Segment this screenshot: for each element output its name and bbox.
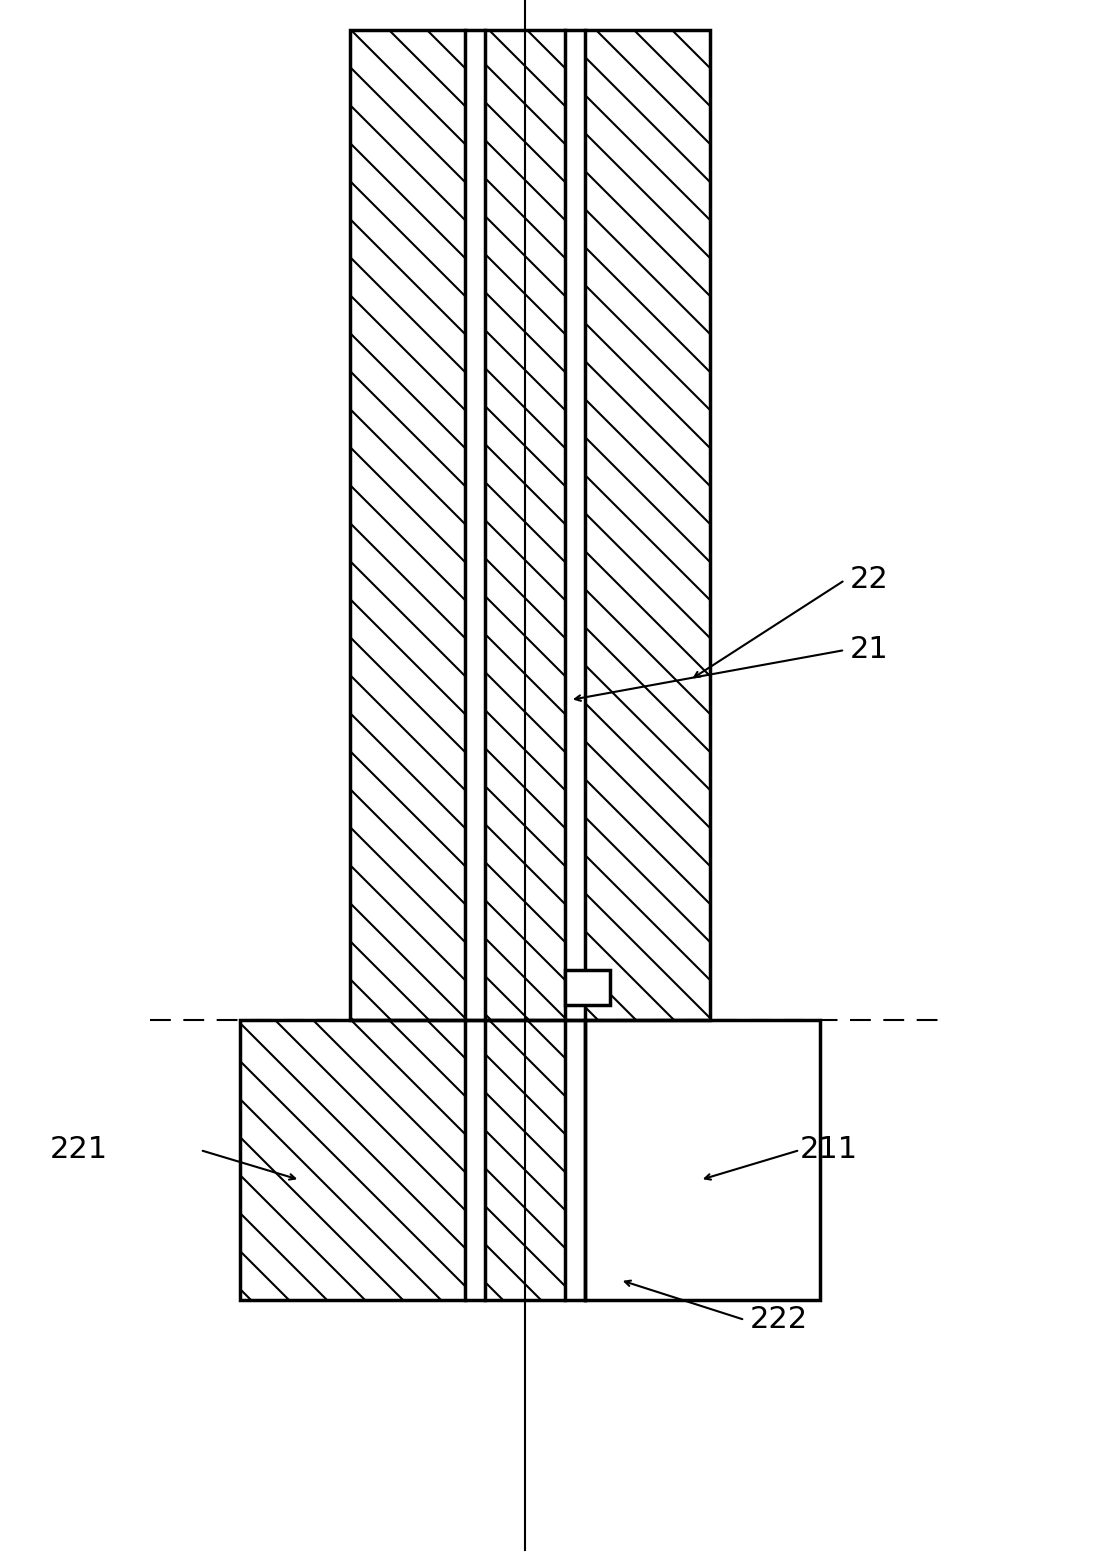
Bar	[565, 30, 585, 1021]
Bar	[240, 1021, 465, 1300]
Bar	[240, 1021, 820, 1300]
Bar	[485, 30, 565, 1021]
Text: 221: 221	[50, 1135, 108, 1164]
Bar	[585, 30, 710, 1021]
Bar	[565, 971, 610, 1005]
Bar	[465, 30, 485, 1021]
Text: 22: 22	[850, 566, 889, 594]
Text: 211: 211	[800, 1135, 858, 1164]
Bar	[485, 1021, 565, 1300]
Bar	[350, 30, 710, 1021]
Text: 222: 222	[750, 1305, 808, 1335]
Text: 21: 21	[850, 636, 889, 664]
Bar	[585, 1021, 820, 1300]
Bar	[350, 30, 465, 1021]
